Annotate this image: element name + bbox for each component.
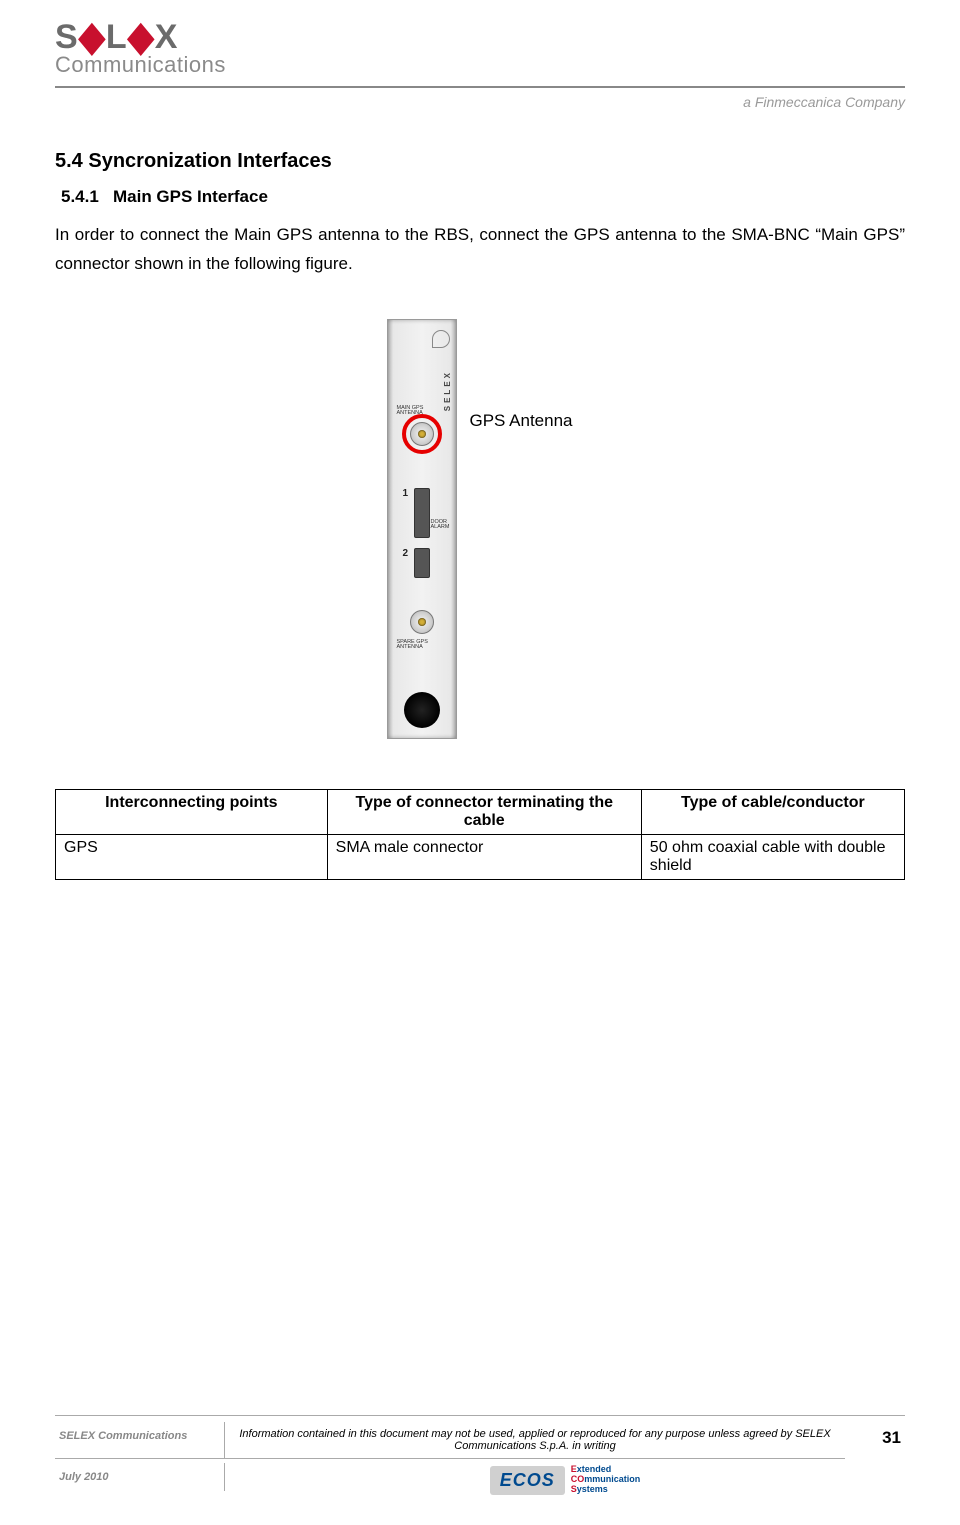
subsection-name: Main GPS Interface	[113, 187, 268, 206]
spec-table: Interconnecting points Type of connector…	[55, 789, 905, 880]
tagline: a Finmeccanica Company	[55, 94, 905, 110]
footer-logo: ECOS Extended COmmunication Systems	[225, 1459, 905, 1495]
spare-gps-connector	[410, 610, 434, 634]
slot-1	[414, 488, 430, 538]
header-rule	[55, 86, 905, 88]
body-paragraph: In order to connect the Main GPS antenna…	[55, 221, 905, 279]
table-cell: SMA male connector	[327, 834, 641, 879]
ecos-expansion: Extended COmmunication Systems	[571, 1465, 641, 1495]
col-header: Interconnecting points	[56, 789, 328, 834]
slot-num-2: 2	[402, 548, 408, 559]
table-row: GPS SMA male connector 50 ohm coaxial ca…	[56, 834, 905, 879]
company-logo: S◆L◆X Communications	[55, 20, 905, 78]
slot-2	[414, 548, 430, 578]
highlight-ring	[402, 414, 442, 454]
panel-brand: SELEX	[443, 370, 452, 411]
footer-date: July 2010	[55, 1463, 225, 1491]
figure: SELEX MAIN GPS ANTENNA 1 DOOR ALARM 2 SP…	[55, 319, 905, 739]
table-cell: 50 ohm coaxial cable with double shield	[641, 834, 904, 879]
logo-subtitle: Communications	[55, 52, 905, 78]
page-number: 31	[845, 1422, 905, 1459]
panel-bottom-port	[404, 692, 440, 728]
label-spare-gps: SPARE GPS ANTENNA	[396, 640, 427, 651]
ecos-badge: ECOS	[490, 1466, 565, 1495]
slot-num-1: 1	[402, 488, 408, 499]
table-header-row: Interconnecting points Type of connector…	[56, 789, 905, 834]
footer-disclaimer: Information contained in this document m…	[225, 1422, 845, 1459]
col-header: Type of cable/conductor	[641, 789, 904, 834]
section-title: 5.4 Syncronization Interfaces	[55, 150, 905, 173]
page-footer: SELEX Communications Information contain…	[55, 1415, 905, 1495]
label-door-alarm: DOOR ALARM	[430, 520, 449, 531]
logo-main: S◆L◆X	[55, 20, 905, 54]
subsection-title: 5.4.1 Main GPS Interface	[61, 187, 905, 207]
equipment-panel: SELEX MAIN GPS ANTENNA 1 DOOR ALARM 2 SP…	[387, 319, 457, 739]
col-header: Type of connector terminating the cable	[327, 789, 641, 834]
figure-callout: GPS Antenna	[469, 411, 572, 431]
panel-decoration	[432, 330, 450, 348]
footer-company: SELEX Communications	[55, 1422, 225, 1459]
subsection-number: 5.4.1	[61, 187, 99, 206]
table-cell: GPS	[56, 834, 328, 879]
